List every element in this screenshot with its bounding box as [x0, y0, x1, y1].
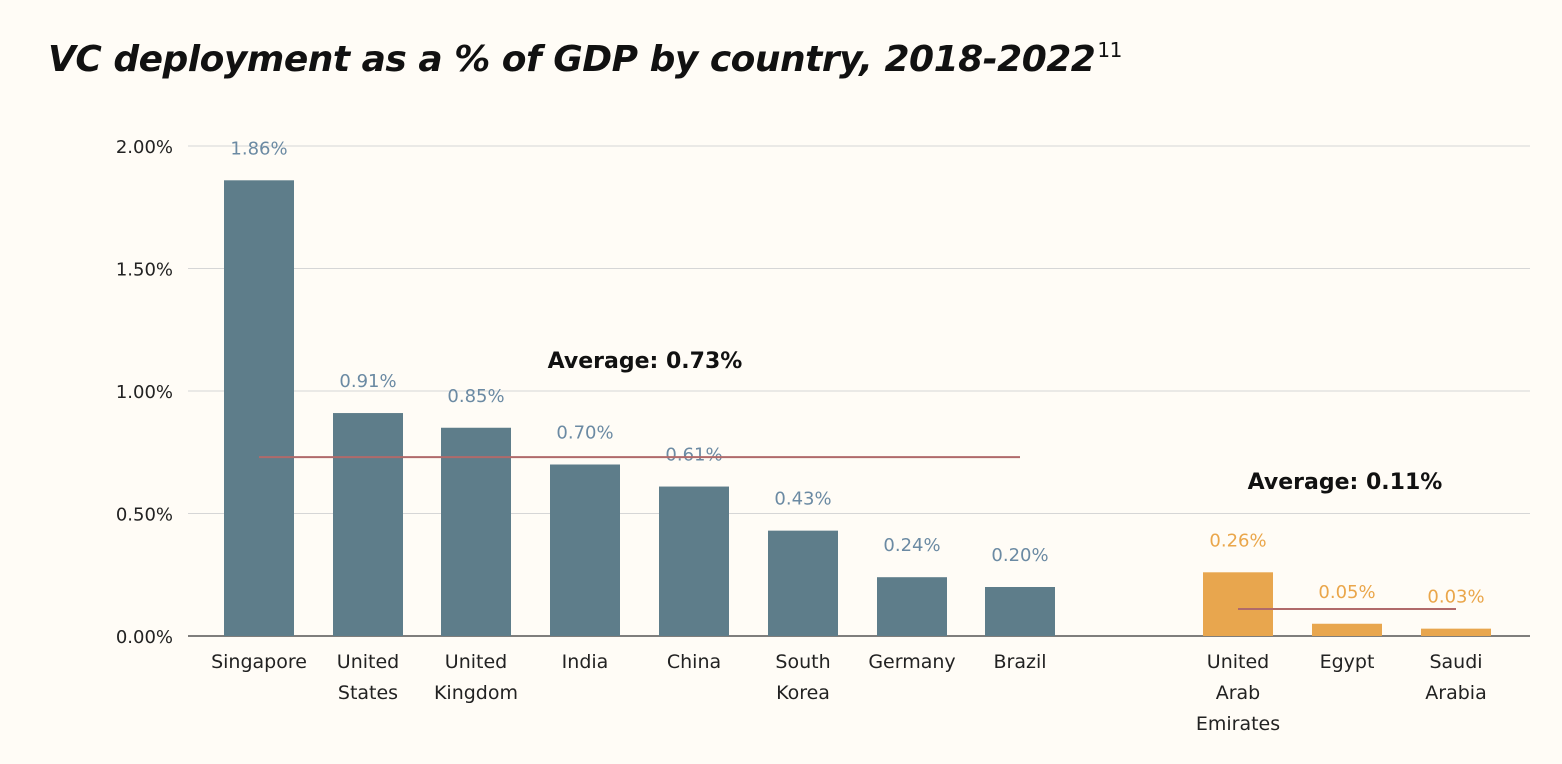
- data-label: 0.85%: [447, 386, 504, 407]
- category-label: Arabia: [1425, 682, 1486, 704]
- data-label: 1.86%: [230, 138, 287, 159]
- bar: [1203, 572, 1273, 636]
- category-label: Brazil: [993, 651, 1046, 673]
- y-tick-label: 1.00%: [116, 382, 173, 403]
- category-label: United: [337, 651, 399, 673]
- category-label: Arab: [1216, 682, 1261, 704]
- average-label: Average: 0.73%: [548, 349, 743, 374]
- category-label: Germany: [868, 651, 955, 673]
- y-tick-label: 0.00%: [116, 627, 173, 648]
- category-label: China: [667, 651, 721, 673]
- bar: [1421, 628, 1491, 636]
- category-label: States: [338, 682, 398, 704]
- chart-title-text: VC deployment as a % of GDP by country, …: [48, 39, 1096, 80]
- bar: [550, 464, 620, 636]
- bar: [877, 577, 947, 636]
- category-label: Kingdom: [434, 682, 518, 704]
- category-label: Saudi: [1429, 651, 1482, 673]
- bar: [985, 587, 1055, 636]
- bar: [224, 180, 294, 637]
- y-tick-label: 2.00%: [116, 137, 173, 158]
- data-label: 0.61%: [665, 445, 722, 466]
- data-label: 0.26%: [1209, 530, 1266, 551]
- bar: [768, 530, 838, 636]
- bar: [1312, 623, 1382, 636]
- data-label: 0.70%: [556, 423, 613, 444]
- y-tick-label: 1.50%: [116, 260, 173, 281]
- category-label: United: [1207, 651, 1269, 673]
- bar: [659, 486, 729, 636]
- data-label: 0.05%: [1318, 582, 1375, 603]
- data-label: 0.20%: [991, 545, 1048, 566]
- category-label: Korea: [776, 682, 830, 704]
- category-label: South: [775, 651, 830, 673]
- category-label: Emirates: [1196, 713, 1280, 735]
- category-label: Egypt: [1320, 651, 1375, 673]
- bar: [441, 427, 511, 636]
- category-label: United: [445, 651, 507, 673]
- average-label: Average: 0.11%: [1248, 470, 1443, 495]
- chart-title: VC deployment as a % of GDP by country, …: [48, 38, 1122, 80]
- data-label: 0.24%: [883, 535, 940, 556]
- category-label: India: [562, 651, 609, 673]
- category-label: Singapore: [211, 651, 307, 673]
- title-footnote: 11: [1097, 38, 1122, 62]
- bar: [333, 413, 403, 636]
- data-label: 0.03%: [1427, 587, 1484, 608]
- data-label: 0.91%: [339, 371, 396, 392]
- y-tick-label: 0.50%: [116, 505, 173, 526]
- data-label: 0.43%: [774, 489, 831, 510]
